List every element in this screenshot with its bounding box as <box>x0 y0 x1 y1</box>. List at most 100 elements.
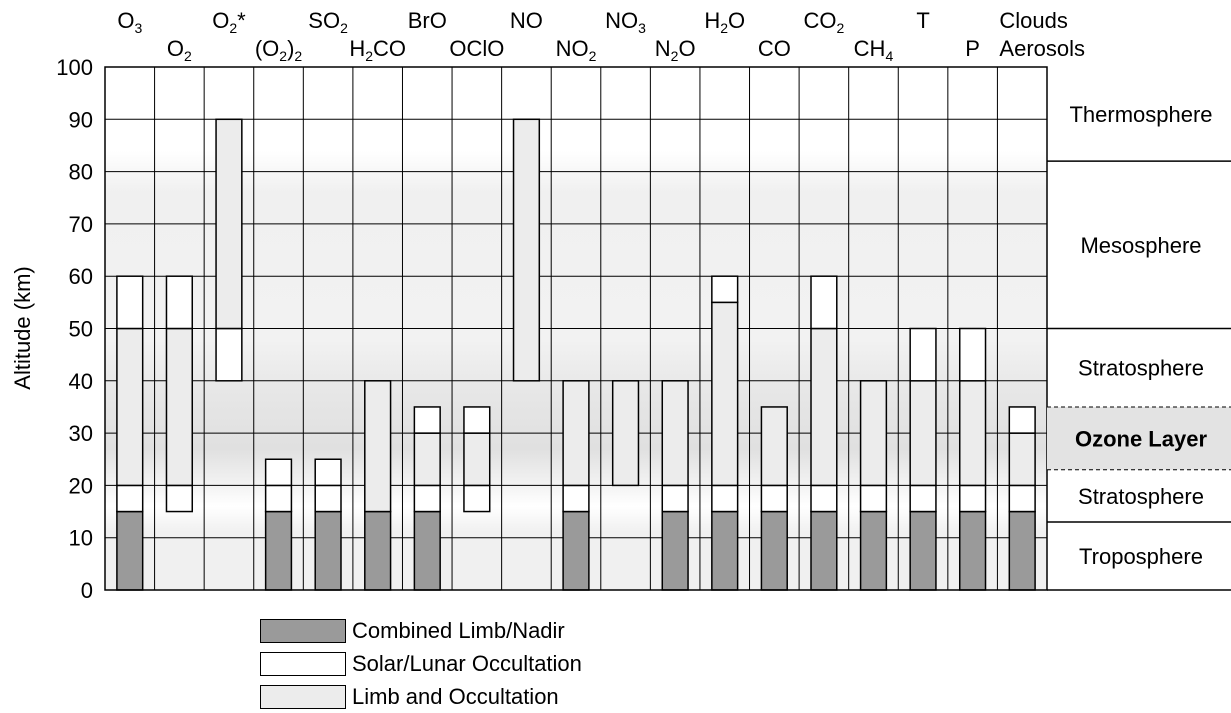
bar-segment-combined <box>116 510 144 591</box>
bar-segment-solar <box>264 484 293 513</box>
bar-segment-limb <box>611 380 640 487</box>
y-tick-label: 60 <box>69 264 93 289</box>
bar-CO2 <box>810 275 838 591</box>
ozone-layer-band <box>1047 406 1231 470</box>
bar-segment-combined <box>711 510 739 591</box>
bar-segment-solar <box>859 484 888 513</box>
bar-segment-limb <box>859 380 888 487</box>
x-label: T <box>916 8 929 33</box>
bar-segment-combined <box>958 510 987 591</box>
bar-H2CO <box>364 380 392 591</box>
y-axis: 0 10 20 30 40 50 60 70 80 90 100 <box>56 55 93 603</box>
bar-segment-solar <box>909 484 937 513</box>
bar-segment-limb <box>463 432 491 487</box>
bar-segment-combined <box>760 510 788 591</box>
legend-label-combined: Combined Limb/Nadir <box>352 617 565 643</box>
bar-segment-combined <box>810 510 838 591</box>
layer-label: Stratosphere <box>1078 484 1204 509</box>
bar-segment-limb <box>810 327 838 487</box>
legend-swatch-limb <box>260 684 346 709</box>
legend-swatch-solar <box>260 651 346 676</box>
bar-segment-limb <box>909 380 937 487</box>
x-label: (O2)2 <box>255 36 303 64</box>
bar-segment-solar <box>760 484 788 513</box>
x-label: H2CO <box>349 36 406 64</box>
bar-segment-limb <box>1008 432 1036 487</box>
bar-segment-limb <box>562 380 590 487</box>
x-label: P <box>965 36 980 61</box>
bar-segment-solar <box>958 484 987 513</box>
x-label: O2 <box>167 36 192 64</box>
bar-T <box>909 327 937 591</box>
y-tick-label: 30 <box>69 421 93 446</box>
bar-O2 <box>165 275 194 513</box>
y-tick-label: 80 <box>69 160 93 185</box>
bar-segment-combined <box>264 510 293 591</box>
bar-P <box>958 327 987 591</box>
y-axis-label: Altitude (km) <box>10 266 35 389</box>
atmosphere-layer-panel: Thermosphere Mesosphere Stratosphere Ozone … <box>1047 102 1231 591</box>
y-tick-label: 100 <box>56 55 93 80</box>
bar-segment-solar <box>314 484 342 513</box>
bar-NO2 <box>562 380 590 591</box>
bar-segment-combined <box>314 510 342 591</box>
bar-segment-solar <box>909 327 937 382</box>
layer-label: Mesosphere <box>1080 233 1201 258</box>
bar-segment-combined <box>661 510 689 591</box>
legend-item-limb: Limb and Occultation <box>260 680 582 713</box>
bar-segment-solar <box>463 406 491 434</box>
bar-segment-solar <box>165 484 194 513</box>
y-tick-label: 0 <box>81 578 93 603</box>
bar-CH4 <box>859 380 888 591</box>
x-label: NO3 <box>605 8 646 36</box>
layer-label: Ozone Layer <box>1075 426 1207 451</box>
bar-segment-limb <box>413 432 441 487</box>
bar-O3 <box>116 275 144 591</box>
bar-segment-limb <box>760 406 788 487</box>
x-label: CH4 <box>854 36 894 64</box>
bar-segment-solar <box>1008 484 1036 513</box>
layer-label: Troposphere <box>1079 544 1203 569</box>
bar-segment-solar <box>116 484 144 513</box>
y-tick-label: 50 <box>69 317 93 342</box>
bar-O2* <box>215 118 243 382</box>
bar-segment-combined <box>562 510 590 591</box>
bar-segment-solar <box>810 275 838 330</box>
y-tick-label: 10 <box>69 526 93 551</box>
layer-label: Stratosphere <box>1078 356 1204 381</box>
x-label: Clouds <box>999 8 1067 33</box>
x-label: CO2 <box>803 8 844 36</box>
bar-segment-solar <box>463 484 491 513</box>
x-label: SO2 <box>308 8 348 36</box>
legend-swatch-combined <box>260 618 346 643</box>
bar-OClO <box>463 406 491 513</box>
bar-segment-solar <box>810 484 838 513</box>
x-label: O2* <box>212 8 246 36</box>
bar-H2O <box>711 275 739 591</box>
bar-segment-combined <box>909 510 937 591</box>
bar-CO <box>760 406 788 591</box>
bar-segment-solar <box>116 275 144 330</box>
x-label: OClO <box>449 36 504 61</box>
bar-segment-limb <box>711 301 739 487</box>
bar-segment-limb <box>958 380 987 487</box>
bar-NO3 <box>611 380 640 487</box>
bar-segment-solar <box>562 484 590 513</box>
x-label: BrO <box>408 8 447 33</box>
bar-segment-solar <box>958 327 987 382</box>
bar-segment-solar <box>711 484 739 513</box>
bars <box>116 118 1036 591</box>
bar-segment-solar <box>165 275 194 330</box>
legend-label-solar: Solar/Lunar Occultation <box>352 650 582 676</box>
legend-item-solar: Solar/Lunar Occultation <box>260 647 582 680</box>
y-tick-label: 20 <box>69 473 93 498</box>
bar-segment-combined <box>413 510 441 591</box>
bar-Clouds Aerosols <box>1008 406 1036 591</box>
bar-N2O <box>661 380 689 591</box>
legend-label-limb: Limb and Occultation <box>352 683 559 709</box>
x-label: Aerosols <box>999 36 1085 61</box>
x-label: NO2 <box>556 36 597 64</box>
bar-segment-limb <box>364 380 392 513</box>
x-label: H2O <box>704 8 745 36</box>
